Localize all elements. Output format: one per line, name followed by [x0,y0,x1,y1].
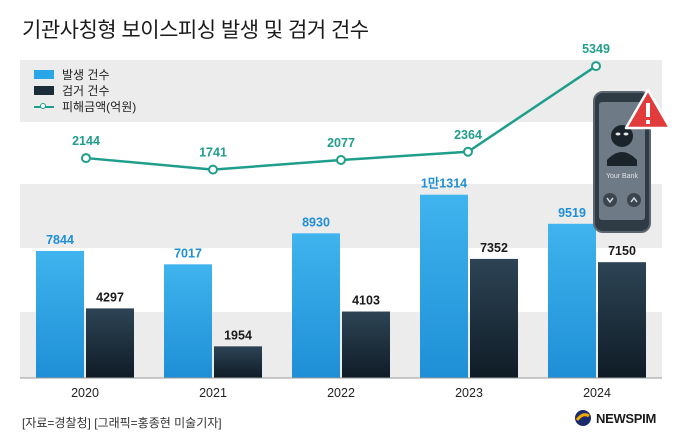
legend-swatch-occurrence [34,69,54,79]
x-tick-labels: 2020 2021 2022 2023 2024 [71,386,611,400]
damage-label-2021: 1741 [199,146,227,160]
damage-point-2021 [208,164,218,175]
bar-occurrence-2023 [420,194,468,378]
bar-label-occurrence-2024: 9519 [558,206,586,220]
bar-label-arrest-2024: 7150 [608,244,636,258]
bar-occurrence-2021 [164,264,212,378]
bar-arrest-2021 [214,346,262,378]
bar-label-occurrence-2020: 7844 [46,233,74,247]
bar-occurrence-2020 [36,250,84,378]
x-tick-2023: 2023 [455,386,483,400]
bar-occurrence-2022 [292,233,340,378]
bar-label-arrest-2023: 7352 [480,241,508,255]
damage-label-2024: 5349 [582,42,610,56]
bar-arrest-2023 [470,258,518,378]
legend-swatch-arrest [34,85,54,95]
bars: 7844 4297 7017 1954 8930 4103 1만1314 7352 9519 71… [36,176,646,378]
legend-label-arrest: 검거 건수 [62,83,110,98]
phone-scam-illustration: Your Bank [593,88,672,233]
x-tick-2021: 2021 [199,386,227,400]
damage-point-2024 [591,61,601,72]
damage-point-2023 [463,146,473,157]
x-tick-2022: 2022 [327,386,355,400]
x-tick-2024: 2024 [583,386,611,400]
legend-item-occurrence: 발생 건수 [34,66,136,82]
brand-logo: NEWSPIM [574,409,656,427]
damage-line: 2144 1741 2077 2364 5349 [72,42,610,175]
phone-bank-text: Your Bank [606,173,639,180]
damage-label-2023: 2364 [454,128,482,142]
brand-name: NEWSPIM [596,410,657,426]
damage-label-2020: 2144 [72,134,100,148]
legend-label-damage: 피해금액(억원) [62,99,137,114]
damage-point-2022 [336,154,346,165]
newspim-logo-icon [575,410,591,426]
legend: 발생 건수 검거 건수 피해금액(억원) [34,66,136,114]
bar-label-arrest-2022: 4103 [352,294,380,308]
background-band [20,60,662,122]
bar-label-occurrence-2022: 8930 [302,215,330,229]
bar-label-occurrence-2023: 1만1314 [421,176,467,191]
bar-label-arrest-2020: 4297 [96,290,124,304]
bar-arrest-2024 [598,262,646,378]
bar-label-occurrence-2021: 7017 [174,246,202,260]
damage-label-2022: 2077 [327,136,355,150]
legend-item-damage: 피해금액(억원) [34,98,136,114]
legend-item-arrest: 검거 건수 [34,82,136,98]
source-note: [자료=경찰청] [그래픽=홍종현 미술기자] [22,416,222,430]
legend-label-occurrence: 발생 건수 [62,67,110,82]
damage-point-2020 [81,153,91,164]
x-tick-2020: 2020 [71,386,99,400]
chart-title: 기관사칭형 보이스피싱 발생 및 검거 건수 [22,19,369,42]
bar-occurrence-2024 [548,223,596,378]
legend-line-damage [34,102,54,111]
bar-arrest-2022 [342,311,390,378]
bar-label-arrest-2021: 1954 [224,328,252,342]
bar-arrest-2020 [86,308,134,378]
